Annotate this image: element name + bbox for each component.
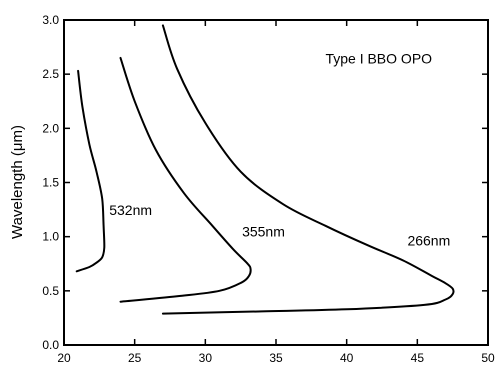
y-tick-label: 1.5 (42, 176, 59, 190)
x-tick-label: 20 (57, 351, 71, 365)
x-tick-label: 35 (269, 351, 283, 365)
series-annotation: 355nm (242, 224, 285, 240)
chart-annotation-title: Type I BBO OPO (325, 50, 432, 66)
series-line-355nm (119, 56, 252, 303)
annotations-layer: Type I BBO OPO 532nm 355nm 266nm (109, 50, 450, 248)
series-annotation: 266nm (407, 232, 450, 248)
series-line-532nm (75, 69, 106, 273)
y-axis: 0.0 0.5 1.0 1.5 2.0 2.5 3.0 (42, 13, 488, 352)
x-axis: 20 25 30 35 40 45 50 (57, 20, 495, 365)
curves-layer (75, 24, 455, 315)
x-tick-label: 45 (411, 351, 425, 365)
series-annotation: 532nm (109, 202, 152, 218)
series-line-266nm (161, 24, 455, 315)
x-tick-label: 40 (340, 351, 354, 365)
x-tick-label: 30 (199, 351, 213, 365)
y-tick-label: 1.0 (42, 230, 59, 244)
y-tick-label: 2.0 (42, 121, 59, 135)
y-tick-label: 0.0 (42, 338, 59, 352)
y-axis-label: Wavelength (μm) (9, 125, 26, 239)
y-tick-label: 0.5 (42, 284, 59, 298)
x-tick-label: 25 (128, 351, 142, 365)
x-tick-label: 50 (481, 351, 495, 365)
y-tick-label: 2.5 (42, 67, 59, 81)
y-tick-label: 3.0 (42, 13, 59, 27)
